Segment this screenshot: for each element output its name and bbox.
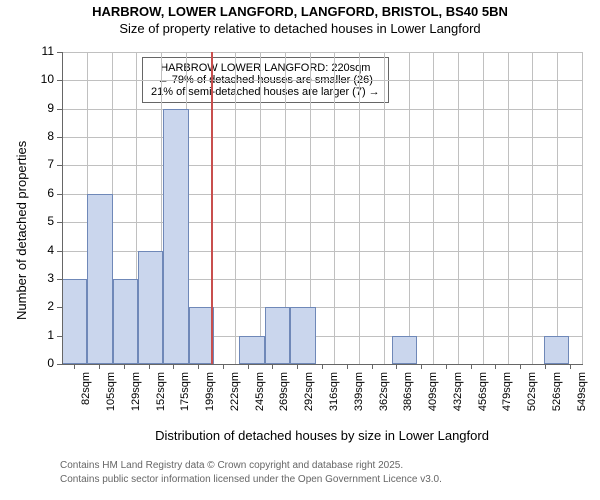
histogram-bar [87,194,113,364]
y-tick-label: 4 [32,243,54,257]
histogram-bar [265,307,290,364]
y-tick-label: 11 [32,44,54,58]
gridline-horizontal [62,109,582,110]
x-tick-label: 386sqm [402,372,414,420]
gridline-horizontal [62,52,582,53]
y-tick-label: 1 [32,328,54,342]
histogram-bar [163,109,189,364]
x-tick-label: 152sqm [155,372,167,420]
x-tick-label: 502sqm [526,372,538,420]
gridline-horizontal [62,222,582,223]
x-tick-label: 526sqm [551,372,563,420]
gridline-vertical [483,52,484,364]
histogram-bar [544,336,569,364]
histogram-bar [239,336,265,364]
gridline-vertical [433,52,434,364]
x-tick-label: 362sqm [378,372,390,420]
y-tick-label: 10 [32,72,54,86]
gridline-horizontal [62,165,582,166]
y-tick-label: 9 [32,101,54,115]
x-tick-label: 549sqm [576,372,588,420]
x-tick-label: 409sqm [427,372,439,420]
x-tick-label: 105sqm [105,372,117,420]
gridline-vertical [409,52,410,364]
gridline-horizontal [62,194,582,195]
gridline-vertical [532,52,533,364]
y-axis-line [62,52,63,364]
y-tick-label: 7 [32,157,54,171]
chart-title: HARBROW, LOWER LANGFORD, LANGFORD, BRIST… [0,4,600,19]
y-tick-label: 0 [32,356,54,370]
x-tick-label: 339sqm [353,372,365,420]
x-tick-label: 129sqm [130,372,142,420]
footer-line2: Contains public sector information licen… [60,474,442,485]
gridline-horizontal [62,80,582,81]
gridline-horizontal [62,137,582,138]
chart-subtitle: Size of property relative to detached ho… [0,21,600,36]
y-tick-label: 8 [32,129,54,143]
histogram-bar [392,336,417,364]
x-tick-label: 245sqm [254,372,266,420]
x-tick-label: 292sqm [303,372,315,420]
histogram-bar [138,251,163,364]
y-tick-label: 6 [32,186,54,200]
x-tick-label: 199sqm [204,372,216,420]
x-tick-label: 316sqm [328,372,340,420]
histogram-bar [62,279,87,364]
gridline-vertical [260,52,261,364]
gridline-vertical [458,52,459,364]
gridline-vertical [334,52,335,364]
gridline-vertical [359,52,360,364]
y-tick-label: 2 [32,299,54,313]
x-tick-label: 456sqm [477,372,489,420]
gridline-vertical [384,52,385,364]
y-tick-label: 5 [32,214,54,228]
gridline-vertical [235,52,236,364]
gridline-vertical [582,52,583,364]
gridline-vertical [508,52,509,364]
x-tick-label: 82sqm [80,372,92,420]
chart-container: HARBROW, LOWER LANGFORD, LANGFORD, BRIST… [0,0,600,500]
x-axis-label: Distribution of detached houses by size … [62,428,582,443]
gridline-vertical [557,52,558,364]
histogram-bar [290,307,316,364]
y-axis-label: Number of detached properties [14,141,29,320]
x-tick-label: 175sqm [179,372,191,420]
x-tick-label: 222sqm [229,372,241,420]
histogram-bar [113,279,138,364]
x-tick-label: 269sqm [278,372,290,420]
x-tick-label: 479sqm [501,372,513,420]
x-tick-label: 432sqm [452,372,464,420]
y-tick-label: 3 [32,271,54,285]
reference-line [211,52,213,364]
footer-line1: Contains HM Land Registry data © Crown c… [60,460,403,471]
x-axis-line [62,364,582,365]
